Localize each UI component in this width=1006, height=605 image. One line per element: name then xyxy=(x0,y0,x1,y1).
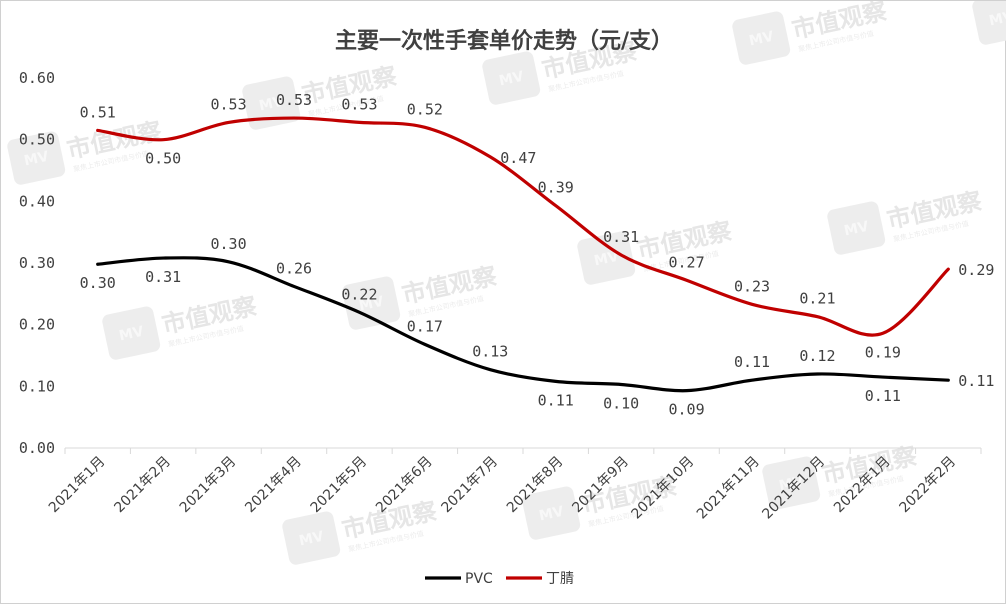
data-label: 0.47 xyxy=(500,149,536,167)
x-tick-label: 2021年7月 xyxy=(439,454,502,517)
watermark-badge xyxy=(577,231,636,285)
data-label: 0.39 xyxy=(538,179,574,197)
data-label: 0.31 xyxy=(145,268,181,286)
data-label: 0.09 xyxy=(669,401,705,419)
y-tick-label: 0.10 xyxy=(19,377,55,395)
legend-item-1: PVC xyxy=(425,571,493,587)
data-label: 0.30 xyxy=(211,235,247,253)
watermark-badge xyxy=(102,306,161,360)
watermark-badge-text: MV xyxy=(358,294,386,315)
watermark-badge xyxy=(342,276,401,330)
watermark-badge-text: MV xyxy=(538,504,566,525)
data-label: 0.29 xyxy=(958,261,994,279)
data-label: 0.10 xyxy=(603,394,639,412)
data-label: 0.51 xyxy=(80,103,116,121)
data-label: 0.26 xyxy=(276,259,312,277)
y-tick-label: 0.20 xyxy=(19,316,55,334)
x-tick-label: 2021年11月 xyxy=(694,454,763,523)
data-label: 0.52 xyxy=(407,100,443,118)
data-label: 0.19 xyxy=(865,343,901,361)
data-label: 0.11 xyxy=(734,353,770,371)
series-1: 0.30 0.31 0.30 0.26 0.22 0.17 0.13 0.11 0.10 0.09… xyxy=(80,235,995,419)
watermark-badge-text: MV xyxy=(258,94,286,115)
watermark-badge-text: MV xyxy=(23,149,51,170)
x-tick-label: 2021年3月 xyxy=(177,454,240,517)
watermark-badge xyxy=(522,486,581,540)
data-label: 0.22 xyxy=(341,285,377,303)
watermark-badge-text: MV xyxy=(843,219,871,240)
legend-label: PVC xyxy=(465,571,493,587)
y-tick-label: 0.50 xyxy=(19,131,55,149)
data-label: 0.53 xyxy=(341,95,377,113)
watermark-badge xyxy=(7,131,66,185)
legend: PVC 丁腈 xyxy=(425,571,574,587)
watermark-badge-text: MV xyxy=(593,249,621,270)
y-axis: 0.00 0.10 0.20 0.30 0.40 0.50 0.60 xyxy=(19,69,55,457)
data-label: 0.50 xyxy=(145,150,181,168)
x-tick-label: 2021年2月 xyxy=(111,454,174,517)
watermark-badge xyxy=(282,511,341,565)
watermark-badge-text: MV xyxy=(988,9,1006,30)
data-label: 0.53 xyxy=(211,95,247,113)
watermark-badge-text: MV xyxy=(298,529,326,550)
x-tick-label: 2021年4月 xyxy=(242,454,305,517)
y-tick-label: 0.00 xyxy=(19,439,55,457)
watermark-badge xyxy=(827,201,886,255)
watermark-badge xyxy=(762,456,821,510)
watermark-badge-text: MV xyxy=(118,324,146,345)
chart-title: 主要一次性手套单价走势（元/支） xyxy=(335,28,673,54)
x-tick-label: 2021年1月 xyxy=(46,454,109,517)
data-label: 0.31 xyxy=(603,228,639,246)
data-label: 0.13 xyxy=(472,343,508,361)
data-label: 0.12 xyxy=(799,347,835,365)
legend-label: 丁腈 xyxy=(546,571,574,587)
data-label: 0.11 xyxy=(865,387,901,405)
y-tick-label: 0.30 xyxy=(19,254,55,272)
series-layer: 0.30 0.31 0.30 0.26 0.22 0.17 0.13 0.11 0.10 0.09… xyxy=(80,91,995,419)
data-label: 0.11 xyxy=(538,391,574,409)
y-tick-label: 0.60 xyxy=(19,69,55,87)
series-2: 0.51 0.50 0.53 0.53 0.53 0.52 0.470.39 0.31 0.27… xyxy=(80,91,995,361)
watermark-badge xyxy=(732,11,791,65)
y-tick-label: 0.40 xyxy=(19,192,55,210)
data-label: 0.11 xyxy=(958,372,994,390)
series-line xyxy=(96,116,950,337)
watermark-badge xyxy=(972,1,1006,45)
legend-item-2: 丁腈 xyxy=(506,571,574,587)
watermark-badge-text: MV xyxy=(778,474,806,495)
data-label: 0.23 xyxy=(734,277,770,295)
watermark-badge xyxy=(242,76,301,130)
watermark-badge xyxy=(482,51,541,105)
watermark-badge-text: MV xyxy=(498,69,526,90)
series-line xyxy=(96,256,950,393)
data-label: 0.17 xyxy=(407,317,443,335)
data-label: 0.21 xyxy=(799,290,835,308)
data-label: 0.30 xyxy=(80,274,116,292)
data-label: 0.53 xyxy=(276,91,312,109)
data-label: 0.27 xyxy=(669,253,705,271)
watermark-badge-text: MV xyxy=(748,29,776,50)
x-tick-label: 2021年5月 xyxy=(308,454,371,517)
